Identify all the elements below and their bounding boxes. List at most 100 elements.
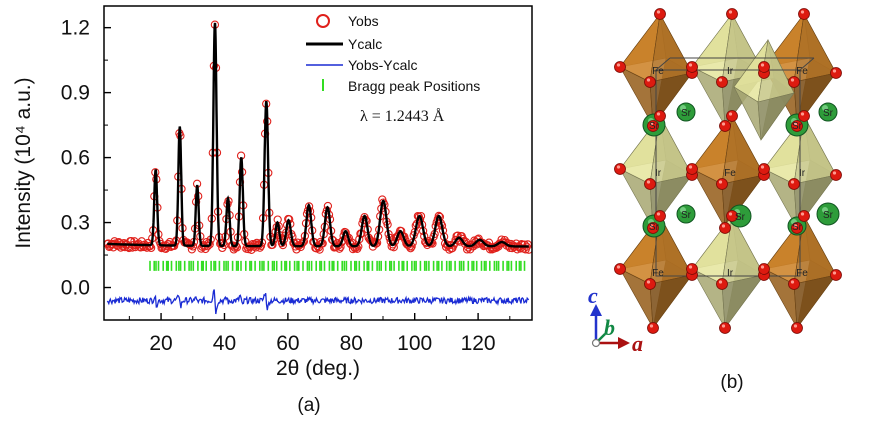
- oxygen-highlight: [790, 78, 795, 82]
- caption-a: (a): [297, 395, 320, 416]
- oxygen-highlight: [721, 324, 726, 328]
- oxygen-highlight: [793, 122, 798, 126]
- oxygen-atom: [719, 120, 731, 132]
- octahedron-face: [757, 92, 795, 141]
- oxygen-highlight: [688, 165, 693, 169]
- x-tick-label: 20: [149, 332, 172, 355]
- octahedron-face: [649, 274, 693, 329]
- wavelength-annotation: λ = 1.2443 Å: [360, 107, 445, 125]
- yobs-point: [297, 239, 306, 248]
- oxygen-atom: [788, 278, 800, 290]
- y-tick-label: 0.9: [61, 82, 90, 105]
- oxygen-highlight: [800, 212, 805, 216]
- oxygen-atom: [716, 178, 728, 190]
- yobs-point: [520, 240, 529, 249]
- oxygen-atom: [644, 76, 656, 88]
- x-tick-label: 60: [276, 332, 299, 355]
- legend-item-bragg: Bragg peak Positions: [322, 78, 480, 94]
- ir-octahedron: [691, 215, 765, 329]
- fe-label: Fe: [724, 168, 736, 179]
- oxygen-highlight: [718, 78, 723, 82]
- legend-bragg-label: Bragg peak Positions: [348, 78, 480, 94]
- caption-b: (b): [720, 372, 743, 393]
- y-tick-label: 0.6: [61, 147, 90, 170]
- oxygen-highlight: [800, 112, 805, 116]
- oxygen-atom: [791, 322, 803, 334]
- crystal-structure: Fe Ir Fe Ir Fe Ir Fe Ir Fe Sr Sr Sr Sr Sr Sr Sr Sr Sr c b…: [588, 8, 842, 393]
- fe-octahedron: [619, 13, 693, 127]
- x-tick-label: 40: [213, 332, 236, 355]
- strontium-highlight: [822, 207, 828, 213]
- oxygen-highlight: [760, 165, 765, 169]
- oxygen-atom: [798, 210, 810, 222]
- oxygen-highlight: [718, 180, 723, 184]
- y-axis-ticks: 0.0 0.3 0.6 0.9 1.2: [61, 17, 111, 300]
- oxygen-atom: [788, 178, 800, 190]
- oxygen-highlight: [646, 180, 651, 184]
- oxygen-highlight: [832, 171, 837, 175]
- x-axis-ticks: 20 40 60 80 100 120: [128, 313, 511, 355]
- fe-octahedron: [763, 215, 837, 329]
- strontium-highlight: [680, 105, 686, 111]
- ycalc-line: [107, 22, 529, 248]
- oxygen-highlight: [793, 324, 798, 328]
- oxygen-atom: [758, 263, 770, 275]
- oxygen-highlight: [656, 212, 661, 216]
- a-axis-arrowhead: [618, 337, 630, 349]
- plot-area: [104, 20, 532, 315]
- yobs-markers: [104, 20, 532, 254]
- y-tick-label: 1.2: [61, 17, 90, 40]
- oxygen-highlight: [616, 63, 621, 67]
- ir-label: Ir: [727, 268, 734, 279]
- oxygen-highlight: [649, 324, 654, 328]
- oxygen-atom: [644, 278, 656, 290]
- sr-label: Sr: [735, 212, 746, 223]
- sr-label: Sr: [649, 222, 660, 233]
- ir-label: Ir: [727, 66, 734, 77]
- oxygen-atom: [830, 269, 842, 281]
- oxygen-highlight: [790, 180, 795, 184]
- oxygen-atom: [726, 8, 738, 20]
- oxygen-atom: [788, 76, 800, 88]
- x-axis-title: 2θ (deg.): [276, 357, 360, 380]
- legend-diff-label: Yobs-Ycalc: [348, 57, 418, 73]
- octahedron-face: [721, 274, 765, 329]
- oxygen-atom: [716, 278, 728, 290]
- oxygen-highlight: [721, 122, 726, 126]
- oxygen-highlight: [718, 280, 723, 284]
- c-axis-arrowhead: [590, 304, 602, 316]
- oxygen-atom: [719, 222, 731, 234]
- oxygen-atom: [798, 8, 810, 20]
- oxygen-atom: [686, 61, 698, 73]
- oxygen-highlight: [656, 10, 661, 14]
- sr-label: Sr: [792, 121, 803, 132]
- sr-label: Sr: [823, 210, 834, 221]
- yobs-point: [255, 243, 265, 252]
- oxygen-atom: [716, 76, 728, 88]
- oxygen-highlight: [760, 63, 765, 67]
- sr-label: Sr: [823, 108, 834, 119]
- legend-item-yobs: Yobs: [316, 13, 379, 29]
- axis-triad: c b a: [588, 283, 643, 356]
- fe-label: Fe: [796, 66, 808, 77]
- oxygen-highlight: [646, 78, 651, 82]
- plot-frame: [103, 5, 533, 321]
- sr-label: Sr: [681, 108, 692, 119]
- oxygen-highlight: [646, 280, 651, 284]
- oxygen-atom: [726, 110, 738, 122]
- b-axis-label: b: [604, 315, 615, 340]
- oxygen-highlight: [728, 112, 733, 116]
- yobs-point: [434, 211, 443, 221]
- x-tick-label: 100: [397, 332, 432, 355]
- oxygen-atom: [654, 110, 666, 122]
- octahedron-face: [793, 274, 837, 329]
- sr-label: Sr: [681, 210, 692, 221]
- legend-item-ycalc: Ycalc: [306, 36, 382, 52]
- oxygen-highlight: [688, 63, 693, 67]
- oxygen-atom: [614, 61, 626, 73]
- unit-cell-outline: [655, 57, 815, 277]
- legend: Yobs Ycalc Yobs-Ycalc Bragg peak Positio…: [306, 13, 480, 125]
- legend-yobs-label: Yobs: [348, 13, 379, 29]
- ir-label: Ir: [655, 168, 662, 179]
- oxygen-atom: [644, 178, 656, 190]
